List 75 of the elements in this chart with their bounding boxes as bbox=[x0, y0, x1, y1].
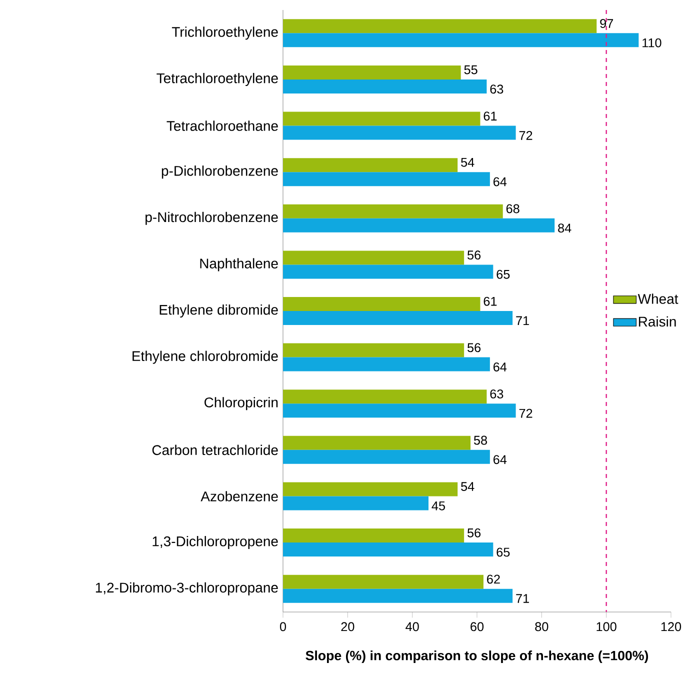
bar bbox=[283, 79, 487, 94]
x-tick-label: 20 bbox=[341, 622, 354, 632]
y-tick-label: Carbon tetrachloride bbox=[152, 444, 278, 456]
y-tick-label: Azobenzene bbox=[200, 491, 278, 502]
data-label: 65 bbox=[496, 548, 510, 557]
data-label: 68 bbox=[506, 204, 520, 214]
bar bbox=[283, 158, 458, 172]
bar bbox=[283, 65, 461, 80]
bar bbox=[283, 33, 639, 48]
bar bbox=[283, 19, 597, 34]
bar bbox=[283, 404, 516, 418]
data-label: 64 bbox=[494, 177, 507, 186]
bar bbox=[283, 343, 464, 358]
y-tick-label: 1,3-Dichloropropene bbox=[152, 536, 278, 550]
data-label: 62 bbox=[487, 574, 500, 584]
data-label: 54 bbox=[461, 482, 474, 491]
bar bbox=[283, 528, 464, 543]
bar bbox=[283, 126, 516, 140]
x-axis-title: Slope (%) in comparison to slope of n-hexane (=100%) bbox=[306, 650, 648, 663]
x-tick-label: 60 bbox=[470, 622, 484, 632]
bar bbox=[283, 172, 490, 186]
data-label: 56 bbox=[468, 528, 481, 538]
data-label: 56 bbox=[468, 250, 481, 260]
bar bbox=[283, 112, 480, 126]
bar bbox=[283, 296, 480, 311]
data-label: 84 bbox=[558, 224, 572, 233]
bar bbox=[283, 310, 513, 325]
data-label: 56 bbox=[468, 343, 481, 352]
bar bbox=[283, 496, 428, 510]
bar bbox=[283, 450, 490, 464]
bar bbox=[283, 204, 503, 218]
data-label: 63 bbox=[490, 389, 504, 398]
bar bbox=[283, 218, 555, 232]
bar bbox=[283, 482, 458, 496]
x-tick-label: 40 bbox=[406, 622, 419, 632]
bar bbox=[283, 390, 487, 404]
data-label: 58 bbox=[474, 436, 488, 445]
y-tick-label: Naphthalene bbox=[200, 258, 278, 272]
bar bbox=[283, 542, 494, 557]
data-label: 71 bbox=[516, 316, 529, 326]
data-label: 55 bbox=[464, 65, 478, 74]
y-tick-label: Ethylene chlorobromide bbox=[132, 350, 278, 364]
bar bbox=[283, 357, 490, 372]
legend-label: Raisin bbox=[638, 316, 676, 327]
data-label: 61 bbox=[484, 296, 497, 306]
data-label: 65 bbox=[496, 270, 510, 279]
data-label: 63 bbox=[490, 84, 504, 94]
y-tick-label: Tetrachloroethane bbox=[166, 120, 278, 131]
bar bbox=[283, 574, 484, 589]
x-tick-label: 120 bbox=[661, 622, 682, 632]
bar bbox=[283, 250, 464, 265]
data-label: 45 bbox=[432, 501, 445, 510]
x-tick-label: 100 bbox=[596, 622, 616, 632]
data-label: 110 bbox=[642, 38, 662, 48]
y-tick-label: Chloropicrin bbox=[204, 397, 278, 410]
data-label: 71 bbox=[516, 594, 529, 603]
data-label: 72 bbox=[519, 408, 532, 418]
bar bbox=[283, 588, 513, 603]
y-tick-label: Trichloroethylene bbox=[172, 26, 278, 40]
y-tick-label: Ethylene dibromide bbox=[160, 304, 278, 318]
data-label: 72 bbox=[519, 131, 532, 140]
bar bbox=[283, 264, 494, 279]
bar bbox=[283, 436, 471, 450]
x-tick-label: 0 bbox=[280, 622, 286, 632]
y-tick-label: Tetrachloroethylene bbox=[156, 72, 278, 86]
y-tick-label: 1,2-Dibromo-3-chloropropane bbox=[96, 582, 278, 596]
data-label: 61 bbox=[484, 112, 497, 121]
data-label: 97 bbox=[600, 19, 614, 28]
y-tick-label: p-Dichlorobenzene bbox=[162, 166, 278, 179]
x-tick-label: 80 bbox=[535, 622, 548, 632]
legend-label: Wheat bbox=[638, 294, 678, 304]
data-label: 54 bbox=[461, 158, 474, 167]
y-tick-label: p-Nitrochlorobenzene bbox=[146, 212, 278, 225]
data-label: 64 bbox=[494, 362, 507, 372]
data-label: 64 bbox=[494, 455, 507, 464]
